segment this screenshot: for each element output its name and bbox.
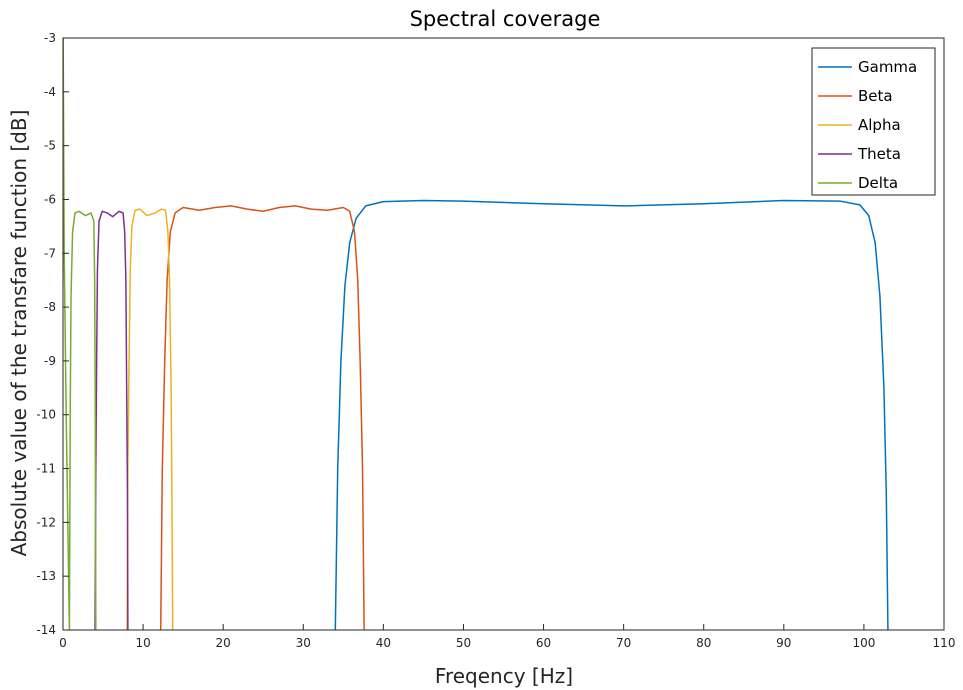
x-axis: 0 10 20 30 40 50 60 70 80 90 100 110: [59, 624, 955, 650]
y-tick-label: -14: [36, 623, 56, 637]
x-tick-label: 90: [776, 636, 791, 650]
y-tick-label: -12: [36, 515, 56, 529]
y-tick-label: -9: [44, 354, 56, 368]
y-tick-label: -4: [44, 85, 56, 99]
x-tick-label: 0: [59, 636, 67, 650]
y-tick-label: -8: [44, 300, 56, 314]
y-axis: -14 -13 -12 -11 -10 -9 -8 -7 -6 -5 -4 -3: [36, 31, 69, 637]
x-tick-label: 100: [852, 636, 875, 650]
legend-label-beta: Beta: [858, 87, 893, 105]
series-line-theta: [94, 210, 129, 630]
series-line-beta: [159, 205, 365, 630]
series-line-delta: [63, 38, 97, 630]
y-tick-label: -5: [44, 139, 56, 153]
legend-label-theta: Theta: [857, 145, 901, 163]
x-tick-label: 70: [616, 636, 631, 650]
legend: Gamma Beta Alpha Theta Delta: [811, 47, 936, 196]
series-line-gamma: [334, 199, 889, 630]
y-tick-label: -10: [36, 408, 56, 422]
x-tick-label: 110: [933, 636, 956, 650]
chart-title: Spectral coverage: [410, 7, 601, 31]
y-tick-label: -11: [36, 462, 56, 476]
x-tick-label: 30: [296, 636, 311, 650]
series-group: [63, 38, 889, 630]
y-tick-label: -3: [44, 31, 56, 45]
x-tick-label: 60: [536, 636, 551, 650]
series-line-alpha: [126, 208, 174, 630]
x-tick-label: 40: [376, 636, 391, 650]
plot-area-frame: [62, 37, 945, 631]
x-axis-label: Freqency [Hz]: [435, 664, 573, 688]
x-tick-label: 50: [456, 636, 471, 650]
legend-label-gamma: Gamma: [858, 58, 917, 76]
x-tick-label: 20: [216, 636, 231, 650]
y-tick-label: -6: [44, 192, 56, 206]
x-tick-label: 10: [135, 636, 150, 650]
legend-box: [811, 47, 936, 196]
y-tick-label: -7: [44, 246, 56, 260]
legend-label-delta: Delta: [858, 174, 898, 192]
legend-label-alpha: Alpha: [858, 116, 901, 134]
y-axis-label: Absolute value of the transfare function…: [7, 110, 31, 557]
y-tick-label: -13: [36, 569, 56, 583]
x-tick-label: 80: [696, 636, 711, 650]
